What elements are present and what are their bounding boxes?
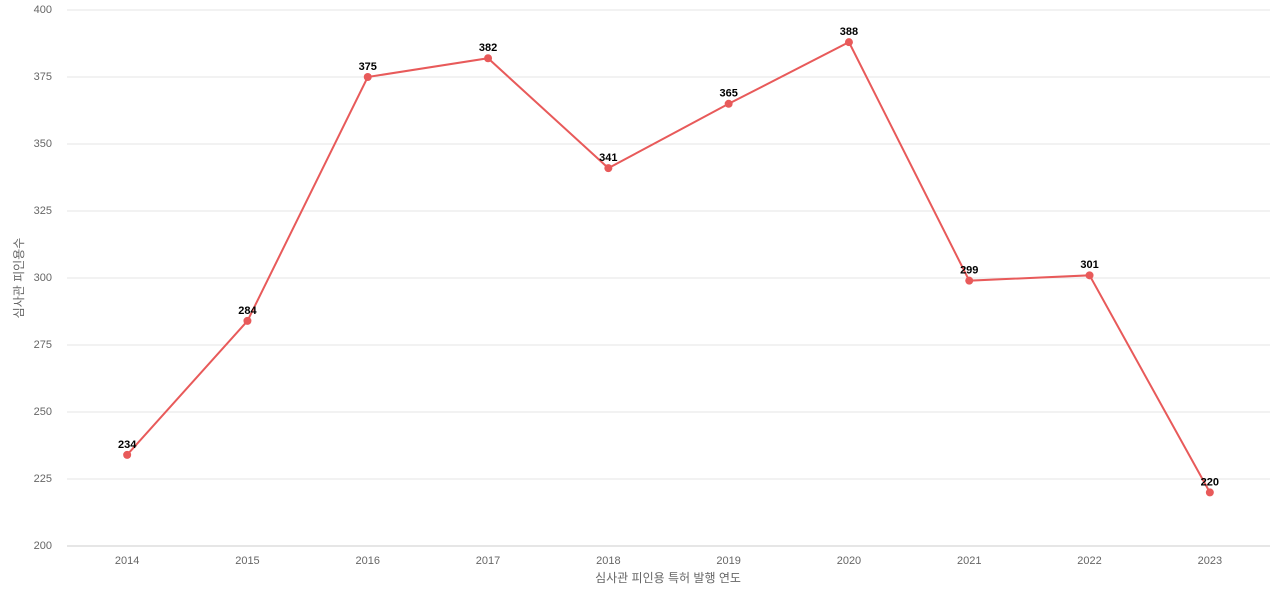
x-axis-label: 심사관 피인용 특허 발행 연도 <box>595 570 741 585</box>
value-label: 382 <box>479 42 497 54</box>
point <box>965 276 974 285</box>
point <box>363 73 372 81</box>
point <box>844 38 853 47</box>
x-tick-label: 2019 <box>716 555 740 567</box>
point <box>123 450 132 459</box>
y-tick-label: 350 <box>34 138 52 150</box>
value-label: 375 <box>359 61 377 73</box>
value-label: 341 <box>599 152 617 164</box>
point <box>484 54 493 63</box>
point <box>1205 488 1214 497</box>
y-tick-label: 375 <box>34 71 52 83</box>
y-tick-label: 275 <box>34 339 52 351</box>
point <box>604 164 613 173</box>
y-tick-label: 400 <box>34 4 52 16</box>
x-tick-label: 2018 <box>596 555 620 567</box>
value-label: 284 <box>238 305 257 317</box>
x-tick-label: 2023 <box>1198 555 1222 567</box>
y-tick-label: 225 <box>34 473 52 485</box>
point <box>1085 271 1094 280</box>
value-label: 365 <box>719 88 737 100</box>
x-tick-label: 2020 <box>837 555 861 567</box>
x-tick-label: 2021 <box>957 555 981 567</box>
x-tick-label: 2022 <box>1077 555 1101 567</box>
y-tick-label: 200 <box>34 540 52 552</box>
x-tick-label: 2014 <box>115 555 139 567</box>
y-tick-label: 250 <box>34 406 52 418</box>
value-label: 234 <box>118 439 137 451</box>
y-tick-label: 300 <box>34 272 52 284</box>
point <box>243 316 252 325</box>
x-tick-label: 2016 <box>356 555 380 567</box>
line <box>126 40 1211 493</box>
point <box>724 99 733 108</box>
value-label: 388 <box>840 26 858 38</box>
value-label: 220 <box>1201 476 1219 488</box>
y-axis-label: 심사관 피인용수 <box>12 238 26 319</box>
value-label: 299 <box>960 265 978 277</box>
x-tick-label: 2015 <box>235 555 259 567</box>
x-tick-label: 2017 <box>476 555 500 567</box>
y-tick-label: 325 <box>34 205 52 217</box>
value-label: 301 <box>1080 259 1098 271</box>
